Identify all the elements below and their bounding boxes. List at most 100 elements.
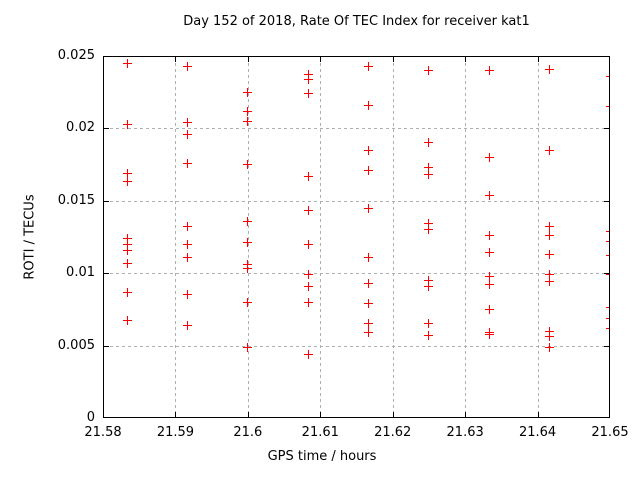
data-point	[183, 61, 193, 71]
data-point	[364, 61, 374, 71]
x-tick-label: 21.58	[84, 425, 122, 440]
y-axis-tick	[104, 56, 109, 57]
data-point	[303, 171, 313, 181]
gridline-vertical	[465, 57, 467, 417]
data-point	[243, 160, 253, 170]
data-point	[183, 239, 193, 249]
data-point	[424, 225, 434, 235]
y-tick-label: 0.005	[57, 337, 95, 353]
data-point	[424, 330, 434, 340]
data-point	[243, 87, 253, 97]
data-point	[484, 280, 494, 290]
y-tick-label: 0.02	[66, 120, 95, 136]
data-point	[303, 297, 313, 307]
data-point	[122, 316, 132, 326]
x-axis-tick	[465, 412, 467, 417]
data-point	[605, 227, 609, 236]
plot-area	[103, 56, 610, 418]
data-point	[545, 332, 555, 342]
data-point	[605, 102, 609, 111]
x-tick-label: 21.65	[591, 425, 629, 440]
data-point	[303, 281, 313, 291]
y-axis-tick	[604, 200, 609, 202]
data-point	[424, 170, 434, 180]
data-point	[183, 129, 193, 139]
x-tick-label: 21.63	[446, 425, 484, 440]
data-point	[484, 190, 494, 200]
data-point	[122, 258, 132, 268]
y-axis-tick	[604, 128, 609, 130]
data-point	[303, 74, 313, 84]
x-axis-tick	[103, 412, 104, 417]
data-point	[364, 165, 374, 175]
x-axis-tick	[247, 57, 249, 62]
x-axis-tick	[175, 57, 177, 62]
x-axis-tick	[392, 57, 394, 62]
data-point	[183, 252, 193, 262]
data-point	[183, 290, 193, 300]
data-point	[605, 314, 609, 323]
y-axis-tick	[604, 273, 609, 275]
data-point	[545, 249, 555, 259]
data-point	[605, 270, 609, 279]
data-point	[545, 342, 555, 352]
data-point	[122, 245, 132, 255]
gridline-horizontal	[104, 273, 609, 275]
data-point	[364, 278, 374, 288]
data-point	[303, 206, 313, 216]
data-point	[243, 264, 253, 274]
y-axis-tick	[104, 128, 109, 130]
x-tick-label: 21.62	[374, 425, 412, 440]
data-point	[303, 349, 313, 359]
data-point	[484, 248, 494, 258]
data-point	[364, 319, 374, 329]
data-point	[243, 216, 253, 226]
data-point	[545, 145, 555, 155]
x-axis-tick	[537, 57, 539, 62]
data-point	[303, 270, 313, 280]
data-point	[605, 303, 609, 312]
data-point	[183, 320, 193, 330]
y-tick-label: 0.015	[57, 192, 95, 208]
data-point	[243, 238, 253, 248]
gridline-vertical	[537, 57, 539, 417]
data-point	[122, 233, 132, 243]
data-point	[364, 145, 374, 155]
gridline-horizontal	[104, 128, 609, 130]
data-point	[122, 177, 132, 187]
x-axis-tick	[465, 57, 467, 62]
data-point	[545, 64, 555, 74]
data-point	[484, 65, 494, 75]
data-point	[122, 168, 132, 178]
data-point	[183, 158, 193, 168]
x-axis-label: GPS time / hours	[267, 449, 377, 464]
data-point	[545, 326, 555, 336]
data-point	[364, 252, 374, 262]
data-point	[243, 106, 253, 116]
data-point	[484, 271, 494, 281]
data-point	[424, 138, 434, 148]
y-tick-label: 0.025	[57, 48, 95, 63]
data-point	[545, 277, 555, 287]
data-point	[484, 304, 494, 314]
x-tick-label: 21.64	[518, 425, 557, 440]
x-axis-tick	[392, 412, 394, 417]
x-axis-tick	[537, 412, 539, 417]
data-point	[243, 297, 253, 307]
x-axis-tick	[320, 57, 322, 62]
x-axis-tick	[103, 57, 104, 62]
gridline-vertical	[175, 57, 177, 417]
x-tick-label: 21.61	[301, 425, 339, 440]
y-axis-tick	[104, 200, 109, 202]
data-point	[122, 119, 132, 129]
data-point	[303, 239, 313, 249]
data-point	[424, 275, 434, 285]
data-point	[183, 222, 193, 232]
data-point	[545, 231, 555, 241]
y-axis-tick	[104, 273, 109, 275]
y-axis-tick	[104, 345, 109, 347]
data-point	[364, 100, 374, 110]
data-point	[484, 231, 494, 241]
data-point	[484, 152, 494, 162]
